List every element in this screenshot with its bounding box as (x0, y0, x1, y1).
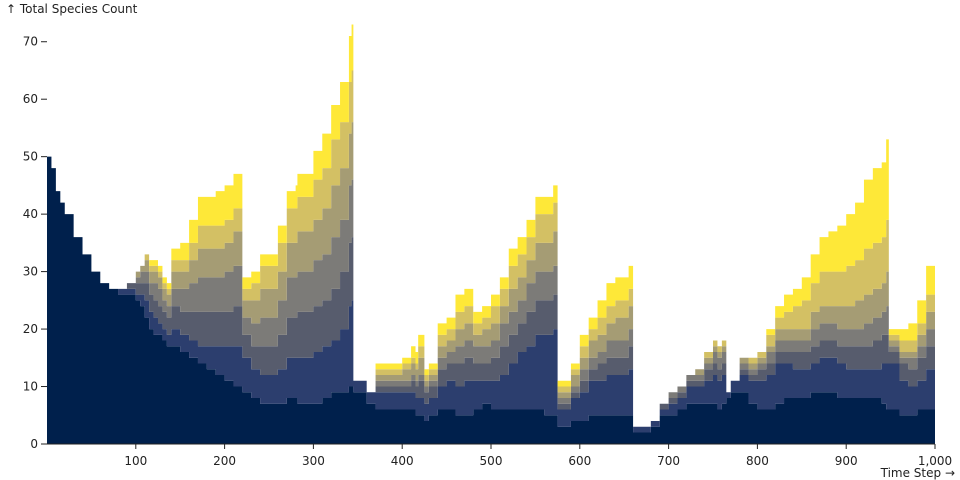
y-tick-label: 0 (30, 437, 38, 451)
area-layers (47, 24, 935, 444)
y-tick-label: 70 (23, 35, 38, 49)
x-axis-label: Time Step → (880, 466, 955, 480)
y-tick-label: 40 (23, 207, 38, 221)
area-layer-7 (47, 24, 935, 427)
x-tick-label: 700 (657, 454, 680, 468)
y-tick-label: 50 (23, 150, 38, 164)
x-tick-label: 600 (568, 454, 591, 468)
area-layer-5 (47, 122, 935, 427)
area-layer-1 (47, 156, 935, 444)
y-tick-label: 30 (23, 265, 38, 279)
x-tick-label: 300 (302, 454, 325, 468)
x-tick-label: 900 (835, 454, 858, 468)
x-tick-label: 800 (746, 454, 769, 468)
x-tick-label: 500 (480, 454, 503, 468)
y-axis-label: ↑ Total Species Count (6, 2, 138, 16)
y-tick-label: 60 (23, 92, 38, 106)
y-tick-label: 10 (23, 380, 38, 394)
y-tick-label: 20 (23, 322, 38, 336)
x-tick-label: 200 (213, 454, 236, 468)
y-axis: 0 10 20 30 40 50 60 70 (23, 35, 47, 451)
x-tick-label: 1,000 (918, 454, 952, 468)
area-layer-3 (47, 156, 935, 427)
x-tick-label: 100 (124, 454, 147, 468)
x-axis: 100 200 300 400 500 600 700 800 900 1,000 (47, 443, 952, 468)
x-tick-label: 400 (391, 454, 414, 468)
